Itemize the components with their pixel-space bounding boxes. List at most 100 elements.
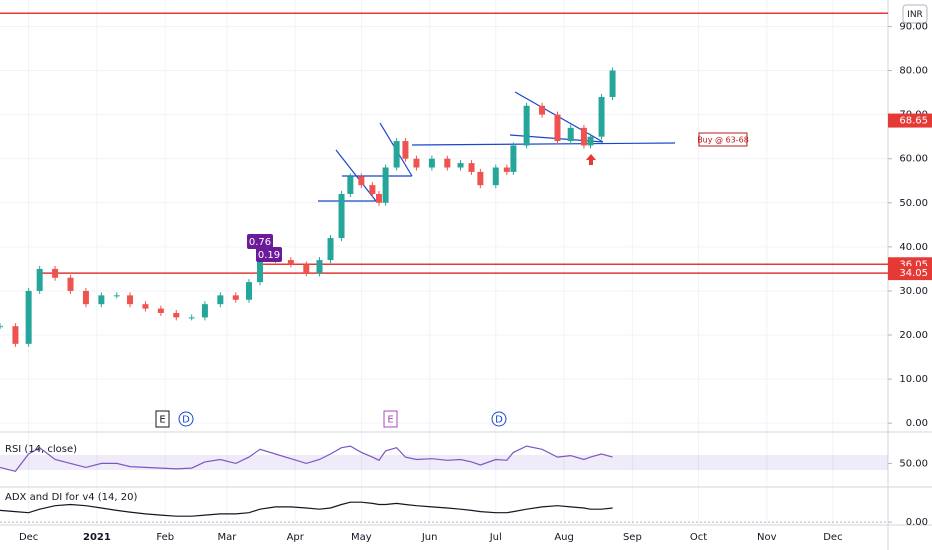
candle <box>369 185 376 194</box>
candle <box>287 260 294 265</box>
y-tick-label: 90.00 <box>899 21 928 32</box>
x-tick-label: Dec <box>823 532 842 543</box>
grid <box>0 0 888 525</box>
candle <box>303 264 310 274</box>
event: D <box>495 415 503 426</box>
buy-box <box>698 132 748 147</box>
x-tick-label: Apr <box>287 532 305 543</box>
label-a: 0.76 <box>249 237 271 248</box>
event-circle <box>178 411 194 427</box>
x-tick-label: Mar <box>218 532 238 543</box>
candle <box>598 96 605 137</box>
events: E D E D <box>155 410 507 428</box>
y-tick-label: 30.00 <box>899 286 928 297</box>
level-label: 36.05 <box>899 259 928 270</box>
adx-title: ADX and DI for v4 (14, 20) <box>5 492 137 503</box>
x-tick-label: Oct <box>690 532 707 543</box>
x-tick-label: May <box>351 532 372 543</box>
candle <box>554 114 561 142</box>
x-tick-label: Nov <box>757 532 777 543</box>
candle <box>393 141 400 168</box>
label-box <box>247 234 273 249</box>
candle <box>257 255 264 283</box>
candle <box>82 290 89 305</box>
candle <box>402 141 409 159</box>
x-tick-label: Feb <box>156 532 174 543</box>
x-tick-label: Jul <box>489 532 502 543</box>
candle <box>428 158 435 168</box>
event: D <box>182 415 190 426</box>
y-tick-label: 50.00 <box>899 458 928 469</box>
plot <box>0 12 888 517</box>
candle <box>316 260 323 274</box>
candle <box>201 304 208 318</box>
candle <box>539 105 546 115</box>
x-tick-label: Dec <box>19 532 38 543</box>
price-tag <box>888 113 932 128</box>
label-b: 0.19 <box>258 250 280 261</box>
candle <box>358 176 365 186</box>
candle <box>127 295 134 305</box>
buy-label: Buy @ 63-68 <box>697 136 749 145</box>
level-tag <box>888 266 932 281</box>
currency[interactable]: INR <box>907 10 923 20</box>
candle <box>444 158 451 168</box>
event-box <box>155 410 170 428</box>
candle <box>245 282 252 300</box>
candle <box>232 295 239 300</box>
event: E <box>387 415 393 426</box>
y-tick-label: 40.00 <box>899 242 928 253</box>
candle <box>36 268 43 291</box>
candle <box>188 317 195 319</box>
candle <box>587 136 594 146</box>
price-label: 68.65 <box>899 116 928 127</box>
candle <box>327 238 334 261</box>
event: E <box>159 415 165 426</box>
candle <box>375 193 382 203</box>
candle <box>567 127 574 142</box>
currency-box[interactable] <box>902 4 928 24</box>
event-box <box>383 410 398 428</box>
candle <box>468 163 475 172</box>
candle <box>492 167 499 186</box>
candle <box>173 312 180 318</box>
y-tick-label: 0.00 <box>906 517 928 528</box>
y-tick-label: 60.00 <box>899 154 928 165</box>
level-label: 34.05 <box>899 268 928 279</box>
candle <box>457 163 464 168</box>
candle <box>0 326 3 328</box>
candle <box>580 127 587 146</box>
x-tick-label: 2021 <box>83 532 111 543</box>
candle <box>25 290 32 344</box>
candle <box>113 295 120 297</box>
candle <box>338 193 345 239</box>
adx-line <box>0 501 613 517</box>
rsi-line <box>0 445 613 472</box>
x-tick-label: Sep <box>623 532 642 543</box>
event-circle <box>491 411 507 427</box>
y-tick-label: 0.00 <box>906 418 928 429</box>
x-tick-label: Jun <box>421 532 438 543</box>
y-tick-label: 10.00 <box>899 374 928 385</box>
arrow <box>586 154 596 165</box>
y-tick-label: 50.00 <box>899 198 928 209</box>
rsi-title: RSI (14, close) <box>5 444 77 455</box>
candle <box>523 105 530 146</box>
candle <box>52 268 59 278</box>
candle <box>217 295 224 305</box>
candle <box>12 326 19 344</box>
candle <box>157 308 164 313</box>
rsi-band <box>0 455 888 470</box>
y-tick-label: 80.00 <box>899 66 928 77</box>
y-tick-label: 20.00 <box>899 330 928 341</box>
candle <box>510 145 517 172</box>
candle <box>142 304 149 309</box>
candle <box>67 277 74 291</box>
candle <box>347 176 354 194</box>
label-box <box>256 247 282 262</box>
candle <box>98 295 105 305</box>
candle <box>503 167 510 172</box>
candle <box>477 171 484 186</box>
